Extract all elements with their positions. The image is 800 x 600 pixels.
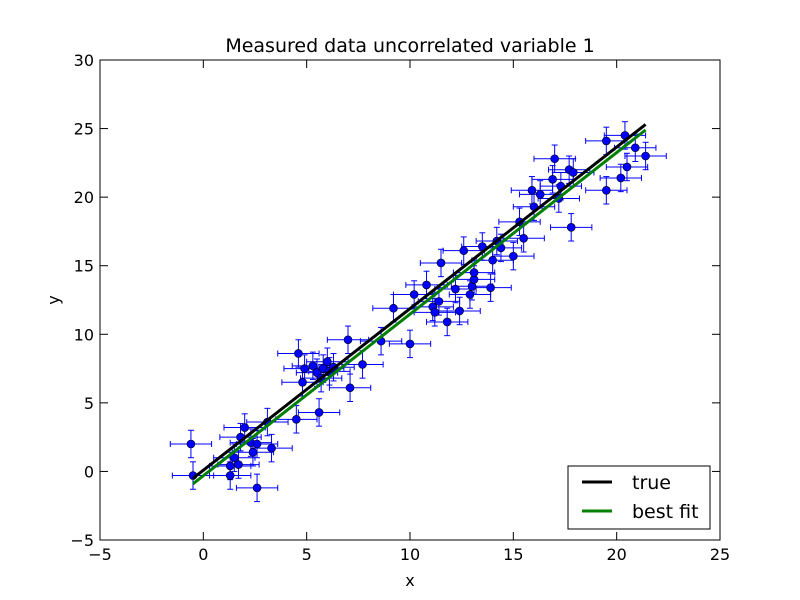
legend-label-true: true	[632, 472, 671, 494]
y-tick-label: −5	[70, 531, 94, 550]
legend: true best fit	[567, 465, 711, 530]
data-point	[409, 290, 419, 299]
y-tick-label: 20	[74, 188, 94, 207]
data-point	[527, 185, 537, 195]
data-point	[248, 447, 258, 457]
data-point	[630, 143, 640, 153]
data-point	[345, 383, 355, 393]
data-point	[548, 175, 557, 184]
y-tick-label: 25	[74, 120, 94, 139]
data-point	[225, 461, 235, 471]
plot-content	[169, 121, 667, 503]
y-axis-label: y	[44, 295, 63, 304]
data-point	[519, 233, 528, 243]
data-point	[469, 268, 479, 277]
data-point	[225, 471, 235, 480]
y-tick-label: 0	[84, 462, 94, 481]
data-point	[252, 483, 262, 493]
data-point	[292, 415, 301, 424]
data-point	[622, 162, 632, 172]
y-tick-label: 30	[74, 51, 94, 70]
legend-label-best-fit: best fit	[632, 501, 699, 523]
data-point	[459, 246, 469, 255]
x-axis-label: x	[405, 571, 414, 590]
data-point	[486, 283, 495, 292]
y-tick-label: 10	[74, 325, 94, 344]
data-point	[430, 308, 440, 317]
axis-ticks: −5 0 5 10 15 20 25 −5 0 5 10 15 20 25 30	[70, 51, 730, 564]
y-tick-label: 5	[84, 394, 94, 413]
data-point	[455, 306, 464, 316]
series-line-true	[192, 123, 647, 480]
data-point	[323, 357, 332, 367]
x-tick-label: 15	[503, 545, 523, 564]
data-point	[308, 361, 318, 371]
data-point	[300, 364, 309, 373]
series-line-best-fit	[192, 128, 647, 485]
data-point	[550, 154, 559, 164]
data-point	[422, 280, 431, 290]
x-tick-label: 25	[710, 545, 730, 564]
data-point	[186, 439, 196, 449]
data-point	[252, 439, 262, 449]
data-point	[568, 168, 578, 177]
legend-box	[567, 465, 711, 530]
data-point	[509, 251, 518, 261]
y-tick-label: 15	[74, 257, 94, 276]
data-point	[616, 173, 626, 183]
data-point	[602, 136, 611, 146]
data-point	[234, 460, 243, 469]
data-point	[451, 284, 460, 294]
data-point	[230, 453, 239, 463]
data-point	[465, 290, 475, 299]
data-point	[566, 223, 576, 232]
data-point	[294, 349, 303, 358]
data-point	[488, 255, 497, 265]
data-point	[314, 408, 324, 417]
data-point	[389, 303, 398, 313]
data-point	[641, 151, 650, 161]
data-point	[358, 360, 367, 369]
data-point	[442, 317, 452, 327]
data-point	[240, 423, 249, 432]
data-point	[343, 335, 353, 345]
data-point	[267, 443, 276, 453]
x-tick-label: 20	[606, 545, 626, 564]
x-tick-label: 10	[400, 545, 420, 564]
data-point	[298, 377, 307, 387]
data-point	[436, 258, 446, 268]
data-point	[535, 190, 545, 199]
x-tick-label: 0	[198, 545, 208, 564]
data-point	[434, 297, 444, 306]
data-point	[602, 185, 611, 195]
data-point	[405, 339, 415, 349]
chart-title: Measured data uncorrelated variable 1	[225, 35, 594, 57]
x-tick-label: 5	[302, 545, 312, 564]
x-tick-label: −5	[88, 545, 112, 564]
